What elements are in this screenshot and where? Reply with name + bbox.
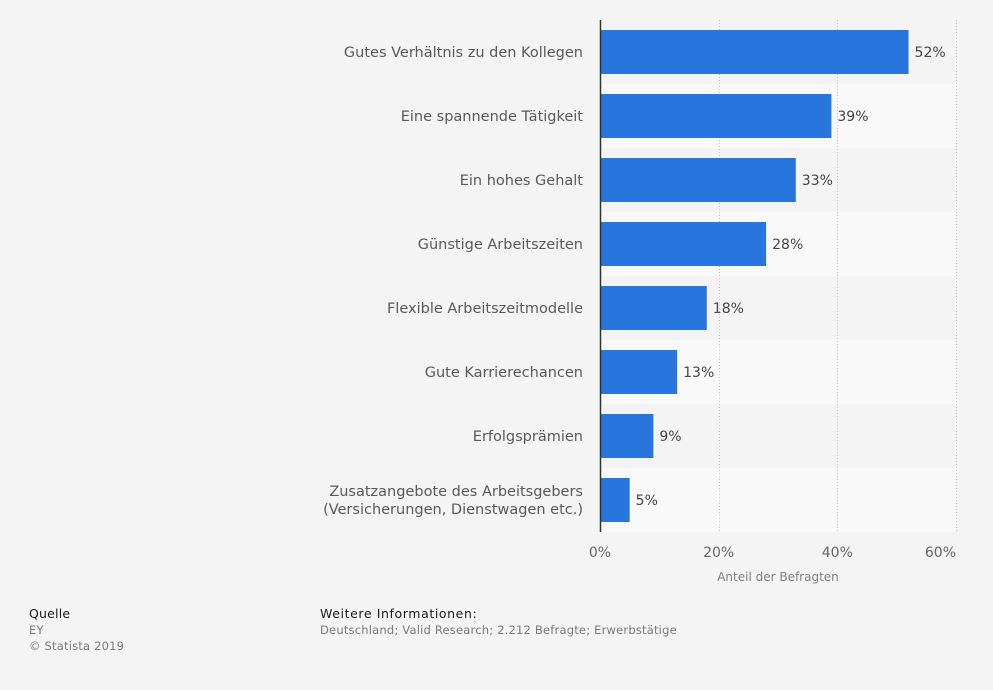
category-label: Günstige Arbeitszeiten bbox=[418, 237, 583, 253]
x-tick-labels: 0% 20% 40% 60% bbox=[589, 545, 956, 561]
value-label: 39% bbox=[837, 109, 868, 125]
source-block: Quelle EY © Statista 2019 bbox=[29, 606, 124, 654]
category-label: Zusatzangebote des Arbeitsgebers (Versich… bbox=[323, 484, 583, 518]
value-labels: 52% 39% 33% 28% 18% 13% 9% 5% bbox=[636, 45, 946, 509]
x-tick-label: 60% bbox=[925, 545, 956, 561]
row-band bbox=[600, 404, 956, 468]
x-tick-label: 40% bbox=[822, 545, 853, 561]
grid-lines bbox=[719, 20, 957, 532]
category-label: Eine spannende Tätigkeit bbox=[401, 109, 584, 125]
bar-chart: Gutes Verhältnis zu den Kollegen Eine spa… bbox=[323, 20, 957, 584]
bar[interactable] bbox=[600, 414, 654, 458]
info-title[interactable]: Weitere Informationen: bbox=[320, 606, 478, 621]
category-label: Ein hohes Gehalt bbox=[460, 173, 584, 189]
info-text: Deutschland; Valid Research; 2.212 Befra… bbox=[320, 623, 677, 637]
bar[interactable] bbox=[600, 350, 678, 394]
bar[interactable] bbox=[600, 478, 630, 522]
copyright: © Statista 2019 bbox=[29, 639, 125, 653]
source-name[interactable]: EY bbox=[29, 623, 44, 637]
value-label: 9% bbox=[659, 429, 681, 445]
value-label: 52% bbox=[915, 45, 946, 61]
bar[interactable] bbox=[600, 286, 707, 330]
x-tick-label: 0% bbox=[589, 545, 611, 561]
bar[interactable] bbox=[600, 222, 767, 266]
value-label: 28% bbox=[772, 237, 803, 253]
bars bbox=[600, 30, 909, 522]
category-label: Erfolgsprämien bbox=[473, 429, 583, 445]
category-label: Flexible Arbeitszeitmodelle bbox=[387, 301, 583, 317]
x-axis-title: Anteil der Befragten bbox=[717, 570, 839, 584]
category-label: Gute Karrierechancen bbox=[425, 365, 583, 381]
value-label: 33% bbox=[802, 173, 833, 189]
source-title: Quelle bbox=[29, 606, 71, 621]
value-label: 5% bbox=[636, 493, 658, 509]
bar[interactable] bbox=[600, 94, 832, 138]
value-label: 18% bbox=[713, 301, 744, 317]
category-labels: Gutes Verhältnis zu den Kollegen Eine spa… bbox=[323, 45, 583, 518]
row-band bbox=[600, 468, 956, 532]
x-tick-label: 20% bbox=[703, 545, 734, 561]
bar[interactable] bbox=[600, 30, 909, 74]
category-label: Gutes Verhältnis zu den Kollegen bbox=[344, 45, 583, 61]
info-block: Weitere Informationen: Deutschland; Vali… bbox=[320, 606, 677, 638]
value-label: 13% bbox=[683, 365, 714, 381]
bar[interactable] bbox=[600, 158, 796, 202]
